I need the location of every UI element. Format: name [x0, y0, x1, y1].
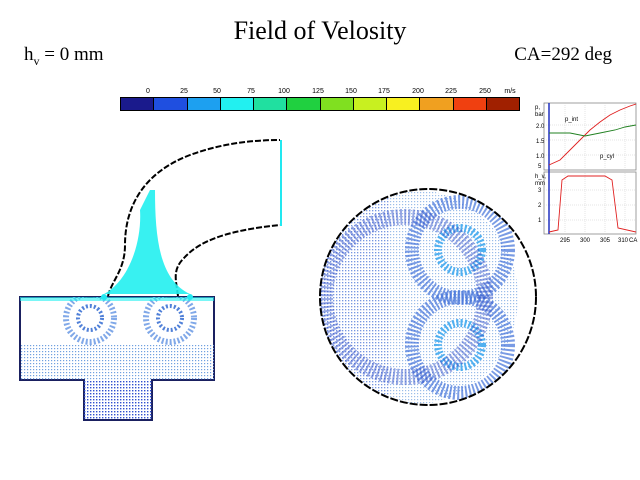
colorbar-segment [254, 98, 288, 110]
top-ytick: 5 [538, 164, 542, 170]
colorbar-segment [121, 98, 155, 110]
colorbar-segment [187, 98, 221, 110]
colorbar-segment [287, 98, 321, 110]
port-outer-wall [107, 139, 281, 297]
top-ylabel: p, [535, 105, 540, 111]
colorbar-tick: 225 [445, 88, 457, 95]
colorbar-segment [220, 98, 254, 110]
crank-angle-label: CA=292 deg [514, 44, 612, 65]
bottom-ylabel-unit: mm [535, 181, 545, 187]
xtick: 300 [580, 238, 591, 244]
colorbar-tick: 0 [146, 88, 150, 95]
colorbar-segment [453, 98, 487, 110]
hv-value: = 0 mm [39, 44, 104, 65]
colorbar-tick: 25 [180, 88, 188, 95]
valve-flow-region [104, 190, 190, 294]
bottom-ylabel: h_v, [535, 174, 546, 180]
top-ytick: 1.0 [536, 154, 545, 160]
top-ytick: 1.5 [536, 139, 545, 145]
bottom-ytick: 1 [538, 218, 542, 224]
xtick: 295 [560, 238, 571, 244]
hv-symbol: h [24, 44, 34, 65]
colorbar-unit: m/s [504, 88, 516, 95]
colorbar-segment [486, 98, 519, 110]
bottom-ytick: 2 [538, 203, 542, 209]
p-cyl-line [548, 103, 637, 166]
top-ytick: 2.0 [536, 124, 545, 130]
xtick: 310 [618, 238, 629, 244]
p-int-line [549, 124, 637, 137]
valve-lift-label: hv = 0 mm [24, 44, 104, 69]
side-view [19, 139, 282, 421]
velocity-colorbar [120, 97, 520, 111]
colorbar-segment [387, 98, 421, 110]
side-chart: p_int p_cyl p, bar 2.0 1.5 1.0 5 h_v, mm… [535, 102, 637, 244]
port-inner-wall [174, 224, 281, 297]
colorbar-tick: 250 [479, 88, 491, 95]
top-view [319, 188, 537, 406]
xtick: 305 [600, 238, 611, 244]
colorbar-segment [320, 98, 354, 110]
colorbar-labels: 0 25 50 75 100 125 150 175 200 225 250 m… [120, 88, 520, 98]
colorbar-tick: 200 [412, 88, 424, 95]
hv-subscript: v [33, 53, 40, 68]
top-ylabel-unit: bar [535, 112, 544, 118]
valve-lift-line [548, 175, 637, 233]
page-title: Field of Velosity [233, 16, 407, 45]
series-label-p-cyl: p_cyl [600, 154, 614, 160]
colorbar-tick: 125 [312, 88, 324, 95]
colorbar-segment [353, 98, 387, 110]
colorbar-tick: 150 [345, 88, 357, 95]
colorbar-tick: 50 [213, 88, 221, 95]
colorbar-segment [154, 98, 188, 110]
xunit: CA [629, 238, 637, 244]
bottom-ytick: 3 [538, 188, 542, 194]
series-label-p-int: p_int [565, 117, 578, 123]
colorbar-segment [420, 98, 454, 110]
colorbar-tick: 175 [378, 88, 390, 95]
cylinder-bore-outline [319, 188, 537, 406]
colorbar-tick: 75 [247, 88, 255, 95]
colorbar-tick: 100 [278, 88, 290, 95]
